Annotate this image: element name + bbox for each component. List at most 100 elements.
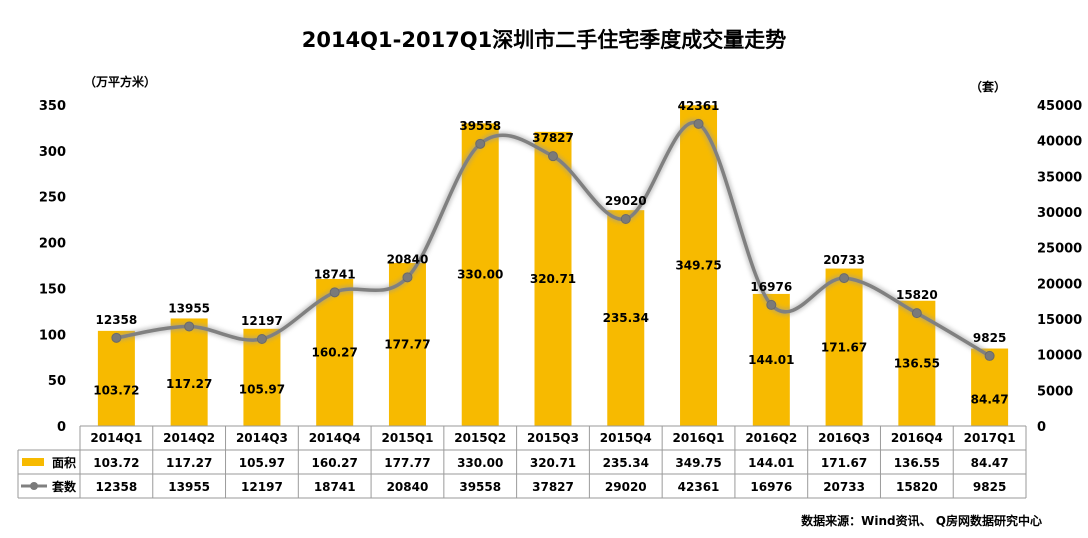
line-path <box>116 120 991 358</box>
bar-value-label: 320.71 <box>530 272 576 286</box>
table-cell-area: 171.67 <box>821 456 867 470</box>
category-label: 2015Q3 <box>527 431 579 445</box>
category-label: 2015Q1 <box>381 431 433 445</box>
table-cell-count: 18741 <box>314 480 356 494</box>
bar-value-label: 177.77 <box>384 337 430 351</box>
category-label: 2016Q3 <box>818 431 870 445</box>
line-point-2014Q2 <box>184 321 195 332</box>
line-value-label: 20840 <box>387 252 429 266</box>
bar-value-label: 117.27 <box>166 377 212 391</box>
category-label: 2014Q4 <box>309 431 361 445</box>
line-value-label: 16976 <box>750 280 792 294</box>
left-tick-label: 0 <box>57 420 66 435</box>
line-point-2015Q1 <box>402 272 413 283</box>
table-cell-count: 20733 <box>823 480 865 494</box>
line-point-2014Q3 <box>256 333 267 344</box>
right-tick-label: 10000 <box>1037 349 1082 364</box>
line-value-label: 15820 <box>896 288 938 302</box>
line-point-2015Q2 <box>475 138 486 149</box>
table-cell-area: 235.34 <box>603 456 649 470</box>
left-tick-label: 50 <box>48 374 66 389</box>
line-value-label: 29020 <box>605 194 647 208</box>
table-cell-count: 39558 <box>459 480 501 494</box>
category-label: 2014Q1 <box>90 431 142 445</box>
line-value-label: 18741 <box>314 267 356 281</box>
table-cell-area: 117.27 <box>166 456 212 470</box>
line-value-label: 39558 <box>459 119 501 133</box>
left-tick-label: 300 <box>39 145 66 160</box>
legend-key-bar <box>22 458 44 466</box>
table-cell-area: 349.75 <box>675 456 721 470</box>
category-label: 2015Q4 <box>600 431 652 445</box>
source-note: 数据来源：Wind资讯、 Q房网数据研究中心 <box>801 513 1042 528</box>
table-cell-area: 320.71 <box>530 456 576 470</box>
bar-series <box>97 105 1009 427</box>
left-tick-label: 350 <box>39 99 66 114</box>
table-cell-count: 15820 <box>896 480 938 494</box>
table-cell-count: 12358 <box>96 480 138 494</box>
right-tick-label: 15000 <box>1037 313 1082 328</box>
right-axis: 0 5000 10000 15000 20000 25000 30000 35000 40000… <box>1037 99 1082 435</box>
line-point-2016Q2 <box>766 299 777 310</box>
right-tick-label: 20000 <box>1037 277 1082 292</box>
line-point-2016Q4 <box>911 308 922 319</box>
category-label: 2014Q2 <box>163 431 215 445</box>
line-value-label: 13955 <box>168 301 210 315</box>
bar-value-label: 84.47 <box>971 392 1009 406</box>
bar-2014Q1 <box>97 330 135 426</box>
right-tick-label: 45000 <box>1037 99 1082 114</box>
table-cell-count: 42361 <box>678 480 720 494</box>
left-tick-label: 200 <box>39 237 66 252</box>
table-cell-count: 37827 <box>532 480 574 494</box>
line-point-2017Q1 <box>984 350 995 361</box>
category-label: 2016Q2 <box>745 431 797 445</box>
line-point-2014Q4 <box>329 287 340 298</box>
table-cell-area: 330.00 <box>457 456 503 470</box>
right-axis-unit: （套） <box>970 79 1006 94</box>
bar-2014Q4 <box>316 279 354 426</box>
table-cell-count: 13955 <box>168 480 210 494</box>
bar-2016Q3 <box>825 268 863 426</box>
category-label: 2015Q2 <box>454 431 506 445</box>
table-cell-count: 20840 <box>387 480 429 494</box>
table-cell-count: 29020 <box>605 480 647 494</box>
line-point-2015Q4 <box>620 213 631 224</box>
bar-2014Q3 <box>243 328 281 426</box>
right-tick-label: 35000 <box>1037 170 1082 185</box>
legend-key-marker <box>30 482 38 490</box>
line-value-label: 42361 <box>678 99 720 113</box>
left-tick-label: 250 <box>39 191 66 206</box>
left-axis-unit: （万平方米） <box>84 74 156 89</box>
table-cell-area: 160.27 <box>312 456 358 470</box>
table-cell-count: 9825 <box>973 480 1006 494</box>
table-cell-area: 105.97 <box>239 456 285 470</box>
line-value-label: 12197 <box>241 314 283 328</box>
line-point-2015Q3 <box>548 151 558 162</box>
left-tick-label: 150 <box>39 282 66 297</box>
bar-value-label: 330.00 <box>457 268 503 282</box>
bar-value-label: 144.01 <box>748 353 794 367</box>
bar-2015Q3 <box>534 131 572 427</box>
table-cell-count: 16976 <box>750 480 792 494</box>
bar-2015Q4 <box>607 210 645 426</box>
table-cell-area: 84.47 <box>971 456 1009 470</box>
bar-value-label: 105.97 <box>239 382 285 396</box>
line-point-2014Q1 <box>111 332 122 343</box>
bar-value-label: 136.55 <box>894 356 940 370</box>
table-cell-area: 136.55 <box>894 456 940 470</box>
category-label: 2017Q1 <box>964 431 1016 445</box>
bar-value-label: 349.75 <box>675 259 721 273</box>
line-point-2016Q1 <box>693 118 704 129</box>
table-cell-count: 12197 <box>241 480 283 494</box>
line-value-label: 37827 <box>532 131 574 145</box>
bar-value-label: 235.34 <box>603 311 649 325</box>
right-tick-label: 25000 <box>1037 242 1082 257</box>
bar-2016Q2 <box>752 293 790 426</box>
table-cell-area: 177.77 <box>384 456 430 470</box>
bar-value-label: 160.27 <box>312 346 358 360</box>
bar-2017Q1 <box>971 348 1009 426</box>
line-series <box>111 118 995 361</box>
line-value-label: 9825 <box>973 331 1006 345</box>
table-cell-area: 144.01 <box>748 456 794 470</box>
